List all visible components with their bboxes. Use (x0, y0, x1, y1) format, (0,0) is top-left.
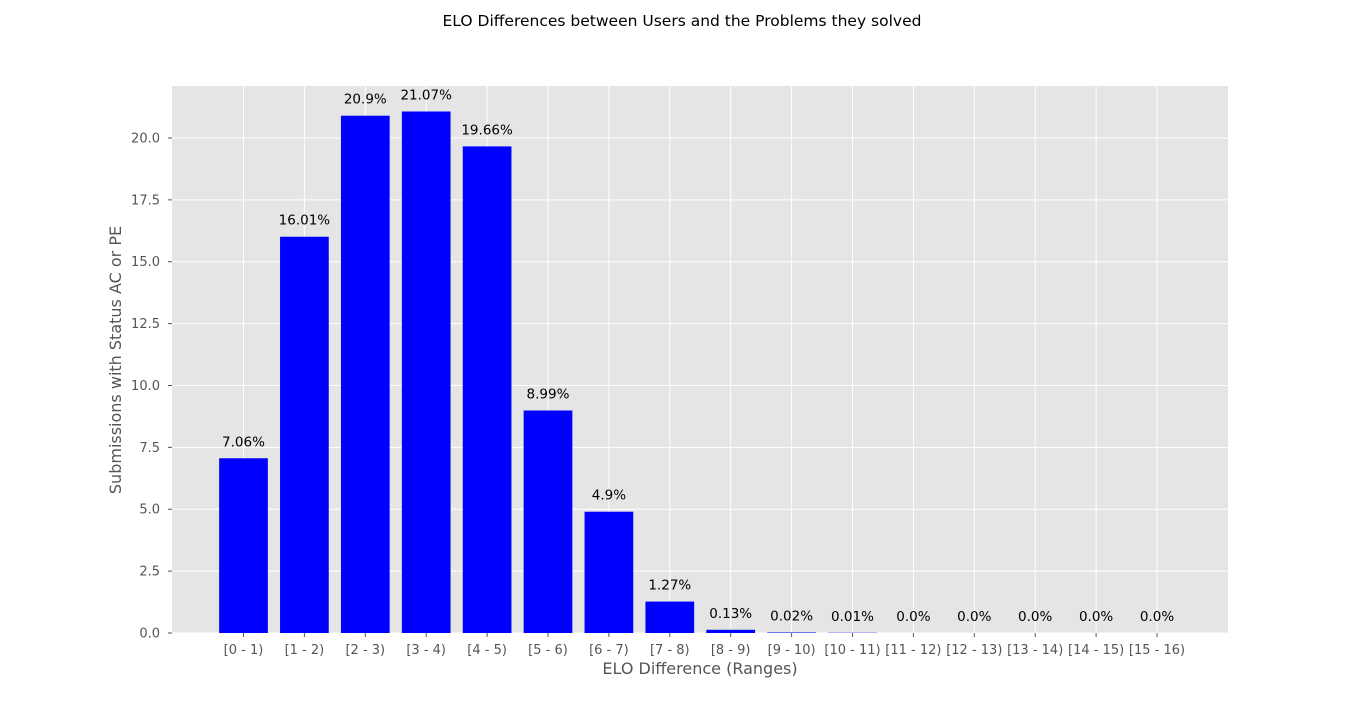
y-tick-label: 17.5 (131, 193, 160, 208)
x-tick-label: [12 - 13) (946, 643, 1002, 658)
x-axis-title: ELO Difference (Ranges) (602, 659, 797, 678)
bar-8 (706, 629, 756, 633)
y-tick-label: 5.0 (139, 503, 160, 518)
y-tick-label: 0.0 (139, 627, 160, 642)
x-tick-label: [10 - 11) (824, 643, 880, 658)
x-tick-label: [11 - 12) (885, 643, 941, 658)
y-tick-label: 2.5 (139, 565, 160, 580)
y-tick-label: 15.0 (131, 255, 160, 270)
x-tick-label: [9 - 10) (768, 643, 816, 658)
x-axis-ticks: [0 - 1) [1 - 2) [2 - 3) [3 - 4) [4 - 5) [5 - … (224, 633, 1185, 658)
bar-4 (462, 146, 512, 633)
x-tick-label: [1 - 2) (285, 643, 325, 658)
bar-value-label: 16.01% (279, 213, 331, 229)
bar-value-label: 21.07% (400, 87, 452, 103)
bar-value-label: 0.0% (957, 609, 991, 625)
x-tick-label: [3 - 4) (406, 643, 446, 658)
bar-value-label: 19.66% (461, 122, 513, 138)
bar-value-label: 0.13% (709, 606, 752, 622)
bar-3 (401, 111, 451, 634)
y-tick-label: 7.5 (139, 441, 160, 456)
bar-6 (584, 511, 634, 633)
x-tick-label: [5 - 6) (528, 643, 568, 658)
x-tick-label: [8 - 9) (711, 643, 751, 658)
bar-7 (645, 601, 695, 633)
bar-value-label: 20.9% (344, 92, 387, 108)
bars (219, 111, 877, 634)
bar-value-label: 0.02% (770, 609, 813, 625)
y-axis-title: Submissions with Status AC or PE (106, 226, 125, 494)
plot-area (172, 86, 1228, 633)
bar-2 (340, 115, 390, 633)
bar-value-label: 0.0% (1140, 609, 1174, 625)
bar-5 (523, 410, 573, 633)
bar-value-label: 0.0% (896, 609, 930, 625)
bar-value-label: 7.06% (222, 434, 265, 450)
bar-value-label: 0.01% (831, 609, 874, 625)
bar-0 (219, 458, 268, 633)
y-tick-label: 12.5 (131, 317, 160, 332)
bar-value-label: 4.9% (592, 488, 626, 504)
chart-title: ELO Differences between Users and the Pr… (443, 12, 922, 30)
x-tick-label: [0 - 1) (224, 643, 264, 658)
y-tick-label: 10.0 (131, 379, 160, 394)
y-tick-label: 20.0 (131, 131, 160, 146)
x-tick-label: [13 - 14) (1007, 643, 1063, 658)
x-tick-label: [2 - 3) (345, 643, 385, 658)
x-tick-label: [7 - 8) (650, 643, 690, 658)
x-tick-label: [14 - 15) (1068, 643, 1124, 658)
bar-value-label: 0.0% (1018, 609, 1052, 625)
bar-value-labels: 7.06% 16.01% 20.9% 21.07% 19.66% 8.99% 4.9% 1.2… (222, 87, 1174, 625)
x-tick-label: [6 - 7) (589, 643, 629, 658)
x-tick-label: [15 - 16) (1129, 643, 1185, 658)
bar-value-label: 8.99% (527, 386, 570, 402)
bar-1 (280, 236, 329, 634)
y-axis-ticks: 0.0 2.5 5.0 7.5 10.0 12.5 15.0 17.5 20.0 (131, 131, 172, 642)
bar-value-label: 1.27% (648, 578, 691, 594)
x-tick-label: [4 - 5) (467, 643, 507, 658)
bar-value-label: 0.0% (1079, 609, 1113, 625)
